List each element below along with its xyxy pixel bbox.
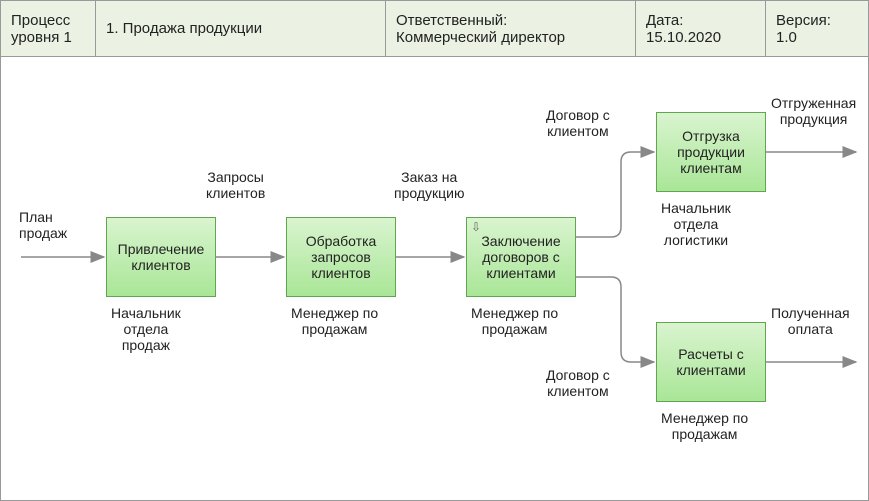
node-label: Заключение договоров с клиентами — [471, 233, 571, 281]
node-label: Привлечение клиентов — [111, 241, 211, 273]
output-payment-label: Полученная оплата — [771, 305, 850, 337]
header-process-level: Процесс уровня 1 — [1, 1, 96, 56]
node-shipping: Отгрузка продукции клиентам — [656, 112, 766, 192]
date-label: Дата: — [646, 12, 755, 29]
node-label: Расчеты с клиентами — [661, 346, 761, 378]
input-plan-label: План продаж — [19, 209, 67, 241]
node-label: Отгрузка продукции клиентам — [661, 128, 761, 176]
version-label: Версия: — [776, 12, 858, 29]
header-date: Дата: 15.10.2020 — [636, 1, 766, 56]
process-level-label: Процесс уровня 1 — [11, 12, 85, 46]
version-value: 1.0 — [776, 29, 858, 46]
responsible-value: Коммерческий директор — [396, 29, 625, 46]
drilldown-icon: ⇩ — [471, 220, 481, 234]
header-responsible: Ответственный: Коммерческий директор — [386, 1, 636, 56]
role-n2: Менеджер по продажам — [291, 305, 378, 337]
node-payments: Расчеты с клиентами — [656, 322, 766, 402]
annotation-order: Заказ на продукцию — [394, 169, 464, 201]
node-contracts: ⇩ Заключение договоров с клиентами — [466, 217, 576, 297]
diagram-canvas: План продаж Запросы клиентов Заказ на пр… — [1, 57, 868, 500]
process-diagram-frame: Процесс уровня 1 1. Продажа продукции От… — [0, 0, 869, 501]
node-label: Обработка запросов клиентов — [291, 233, 391, 281]
process-name: 1. Продажа продукции — [106, 20, 375, 37]
role-n4: Начальник отдела логистики — [661, 200, 731, 248]
header-process-name: 1. Продажа продукции — [96, 1, 386, 56]
node-process-requests: Обработка запросов клиентов — [286, 217, 396, 297]
responsible-label: Ответственный: — [396, 12, 625, 29]
date-value: 15.10.2020 — [646, 29, 755, 46]
role-n5: Менеджер по продажам — [661, 410, 748, 442]
role-n3: Менеджер по продажам — [471, 305, 558, 337]
node-attract-clients: Привлечение клиентов — [106, 217, 216, 297]
role-n1: Начальник отдела продаж — [111, 305, 181, 353]
header-version: Версия: 1.0 — [766, 1, 868, 56]
output-shipped-label: Отгруженная продукция — [771, 95, 856, 127]
annotation-contract-top: Договор с клиентом — [546, 107, 610, 139]
header-row: Процесс уровня 1 1. Продажа продукции От… — [1, 1, 868, 57]
annotation-contract-bottom: Договор с клиентом — [546, 367, 610, 399]
annotation-requests: Запросы клиентов — [206, 169, 265, 201]
